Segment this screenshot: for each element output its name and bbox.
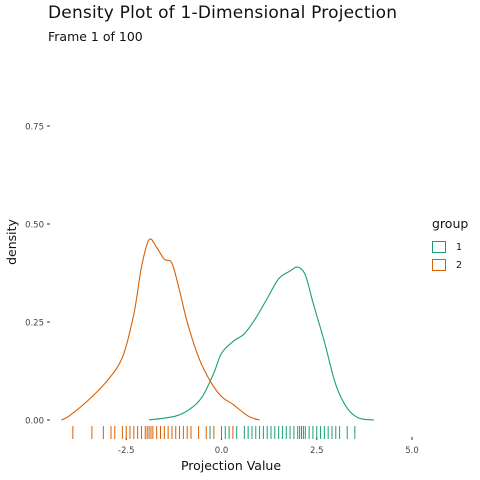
y-tick-label: 0.00 — [25, 417, 44, 427]
x-tick-label: 5.0 — [405, 446, 419, 456]
x-axis-label: Projection Value — [181, 458, 281, 473]
frame-subtitle: Frame 1 of 100 — [48, 29, 143, 44]
chart-title: Density Plot of 1-Dimensional Projection — [48, 3, 398, 23]
legend-label-1: 1 — [456, 241, 463, 253]
legend-item-1: 1 — [432, 240, 462, 254]
x-tick-label: 2.5 — [310, 446, 324, 456]
y-tick-label: 0.50 — [25, 221, 44, 231]
y-tick-label: 0.75 — [25, 123, 44, 133]
x-tick-label: 0.0 — [215, 446, 229, 456]
density-curves — [61, 238, 374, 421]
legend-title: group — [432, 216, 469, 231]
legend-item-2: 2 — [432, 258, 462, 272]
y-axis-label: density — [4, 218, 19, 264]
x-tick-label: -2.5 — [118, 446, 135, 456]
legend-key-1 — [432, 241, 446, 253]
legend-label-2: 2 — [456, 259, 463, 271]
rug-marks — [72, 426, 356, 439]
density-curve-group-1 — [148, 266, 374, 421]
legend-key-2 — [432, 259, 446, 271]
axes: 0.00 0.25 0.50 0.75 -2.5 0.0 2.5 5.0 — [25, 123, 419, 457]
y-tick-label: 0.25 — [25, 319, 44, 329]
density-curve-group-2 — [61, 238, 260, 421]
